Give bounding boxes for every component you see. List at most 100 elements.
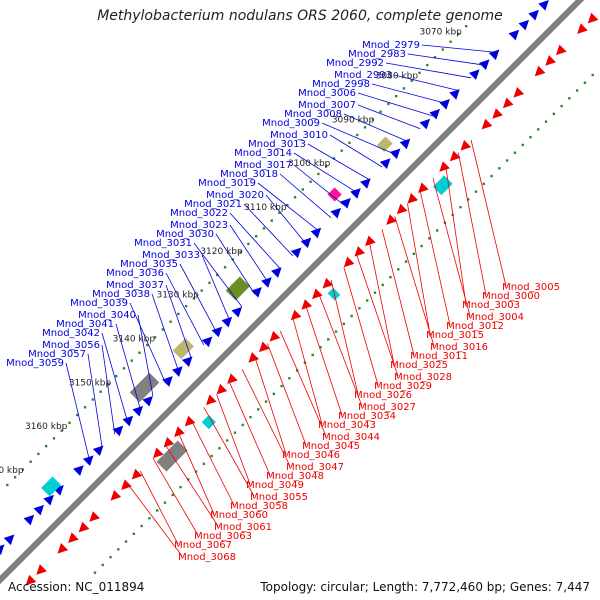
gene-leader-top — [265, 194, 306, 244]
reverse-gene-arrow — [439, 161, 450, 172]
reverse-gene-arrow — [322, 277, 334, 289]
gene-leader-top — [87, 353, 103, 447]
gene-leader-bottom — [267, 343, 307, 446]
forward-gene-arrow — [43, 494, 54, 506]
gene-leader-bottom — [305, 305, 343, 416]
forward-gene-arrow — [538, 0, 549, 11]
gene-label-top: Mnod_3031 — [134, 238, 192, 249]
gene-label-top: Mnod_2983 — [348, 49, 406, 60]
gene-leader-bottom — [432, 178, 471, 317]
tick-dot — [457, 32, 460, 36]
tick-dot — [311, 353, 314, 357]
tick-dot — [202, 462, 206, 466]
tick-dot — [60, 429, 63, 432]
kbp-label: 3100 kbp — [288, 159, 331, 169]
tick-dot — [179, 485, 182, 489]
gene-label-bottom: Mnod_3000 — [482, 291, 540, 302]
gene-leader-top — [385, 62, 472, 79]
tick-dot — [412, 252, 416, 256]
gene-label-bottom: Mnod_3068 — [178, 552, 236, 563]
gene-label-top: Mnod_3021 — [184, 199, 242, 210]
gene-block — [129, 372, 160, 403]
forward-gene-arrow — [508, 29, 520, 41]
gene-label-top: Mnod_3059 — [6, 358, 64, 369]
kbp-label: 3170 kbp — [0, 466, 24, 476]
forward-gene-arrow — [132, 405, 144, 417]
gene-leader-bottom — [457, 152, 487, 296]
forward-gene-arrow — [112, 425, 124, 437]
gene-label-top: Mnod_3008 — [284, 109, 342, 120]
tick-dot — [13, 476, 17, 479]
gene-leader-top — [101, 344, 116, 435]
tick-dot — [52, 437, 56, 440]
tick-dot — [402, 87, 406, 90]
gene-label-bottom: Mnod_3027 — [358, 402, 416, 413]
tick-dot — [163, 501, 167, 504]
tick-dot — [356, 133, 359, 137]
genome-title: Methylobacterium nodulans ORS 2060, comp… — [97, 8, 503, 24]
reverse-gene-arrow — [343, 256, 355, 268]
tick-dot — [529, 135, 532, 139]
reverse-gene-arrow — [163, 436, 175, 448]
gene-leader-top — [357, 92, 434, 117]
forward-gene-arrow — [201, 336, 213, 348]
tick-dot — [560, 104, 563, 108]
reverse-gene-arrow — [57, 543, 69, 554]
reverse-gene-arrow — [492, 108, 503, 119]
gene-label-top: Mnod_3056 — [42, 340, 100, 351]
gene-leader-bottom — [241, 368, 291, 467]
gene-label-bottom: Mnod_3034 — [338, 411, 396, 422]
gene-leader-top — [371, 83, 446, 104]
forward-gene-arrow — [330, 207, 342, 219]
gene-leader-bottom — [381, 228, 415, 356]
tick-dot — [76, 413, 79, 417]
tick-dot — [155, 509, 159, 512]
gene-leader-top — [65, 362, 90, 460]
gene-block — [225, 276, 250, 301]
tick-dot — [83, 406, 87, 409]
tick-dot — [288, 377, 291, 380]
tick-dot — [464, 24, 468, 28]
reverse-gene-arrow — [89, 511, 100, 522]
tick-dot — [474, 190, 478, 193]
tick-dot — [270, 219, 273, 222]
gene-label-bottom: Mnod_3063 — [194, 531, 252, 542]
gene-leader-top — [129, 302, 167, 384]
tick-dot — [37, 452, 40, 456]
tick-dot — [107, 382, 110, 386]
tick-dot — [233, 431, 237, 434]
forward-gene-arrow — [518, 19, 530, 31]
label-leaders — [65, 44, 507, 557]
tick-dot — [348, 141, 351, 145]
forward-gene-arrow — [221, 316, 233, 328]
gene-label-top: Mnod_3023 — [170, 220, 228, 231]
tick-dot — [365, 299, 369, 302]
forward-gene-arrow — [488, 49, 500, 61]
tick-dot — [122, 367, 126, 370]
forward-gene-arrow — [162, 376, 173, 387]
tick-dot — [44, 444, 48, 448]
tick-dot — [387, 102, 390, 106]
tick-dot — [192, 297, 196, 300]
tick-dot — [138, 351, 141, 355]
gene-leader-bottom — [445, 165, 467, 305]
gene-leader-top — [407, 53, 484, 66]
gene-label-bottom: Mnod_3029 — [374, 381, 432, 392]
gene-label-top: Mnod_3006 — [298, 88, 356, 99]
gene-leader-bottom — [139, 470, 179, 545]
kbp-label: 3150 kbp — [69, 378, 112, 388]
reverse-gene-arrow — [577, 23, 588, 34]
gene-leader-bottom — [407, 203, 431, 335]
forward-gene-arrow — [360, 178, 371, 189]
gene-leader-top — [293, 152, 357, 193]
tick-dot — [441, 48, 445, 51]
gene-label-top: Mnod_3010 — [270, 130, 328, 141]
tick-dot — [513, 151, 517, 154]
tick-dot — [420, 244, 423, 248]
reverse-gene-arrow — [587, 12, 599, 24]
gene-leader-bottom — [203, 407, 255, 497]
reverse-gene-arrow — [258, 341, 270, 353]
gene-leader-top — [193, 242, 243, 308]
accession-text: Accession: NC_011894 — [8, 580, 145, 594]
